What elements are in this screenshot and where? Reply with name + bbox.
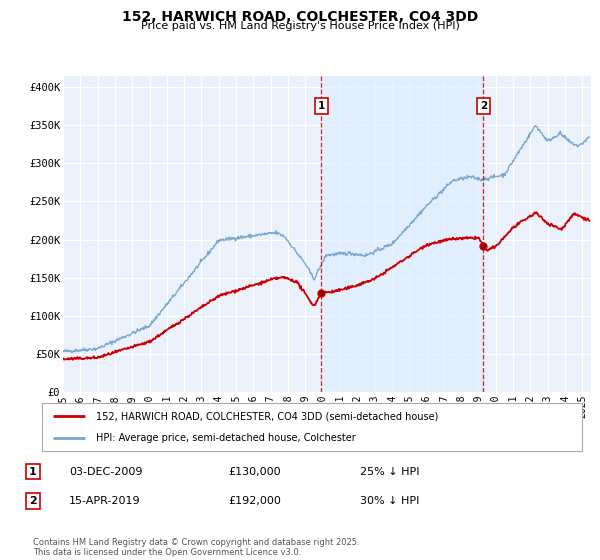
FancyBboxPatch shape [42,403,582,451]
Text: 1: 1 [29,466,37,477]
Text: 2: 2 [29,496,37,506]
Text: 15-APR-2019: 15-APR-2019 [69,496,140,506]
Bar [321,76,484,392]
Text: 03-DEC-2009: 03-DEC-2009 [69,466,143,477]
Text: 152, HARWICH ROAD, COLCHESTER, CO4 3DD: 152, HARWICH ROAD, COLCHESTER, CO4 3DD [122,10,478,24]
Text: 152, HARWICH ROAD, COLCHESTER, CO4 3DD (semi-detached house): 152, HARWICH ROAD, COLCHESTER, CO4 3DD (… [96,411,439,421]
Text: Contains HM Land Registry data © Crown copyright and database right 2025.
This d: Contains HM Land Registry data © Crown c… [33,538,359,557]
Text: 1: 1 [317,101,325,111]
Text: HPI: Average price, semi-detached house, Colchester: HPI: Average price, semi-detached house,… [96,433,356,443]
Text: 30% ↓ HPI: 30% ↓ HPI [360,496,419,506]
Text: £130,000: £130,000 [228,466,281,477]
Text: Price paid vs. HM Land Registry's House Price Index (HPI): Price paid vs. HM Land Registry's House … [140,21,460,31]
Text: 25% ↓ HPI: 25% ↓ HPI [360,466,419,477]
Text: £192,000: £192,000 [228,496,281,506]
Text: 2: 2 [480,101,487,111]
